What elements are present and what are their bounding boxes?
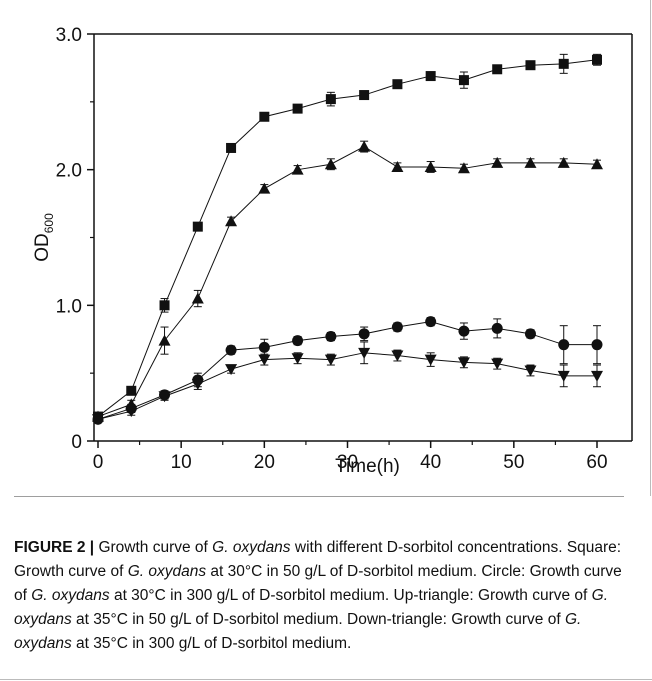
triangle-down-marker (591, 370, 603, 382)
triangle-down-marker (225, 364, 238, 376)
caption-text-run: at 35°C in 300 g/L of D-sorbitol medium. (71, 635, 352, 652)
circle-marker (524, 328, 536, 340)
y-tick-label: 3.0 (56, 25, 82, 46)
caption-species-name: G. oxydans (14, 611, 582, 652)
x-axis-label: Time(h) (335, 456, 400, 477)
square-marker (425, 71, 436, 82)
y-axis-label-main: OD (32, 233, 53, 262)
caption-divider (14, 496, 624, 497)
square-marker (159, 300, 170, 311)
x-tick-label: 40 (420, 452, 441, 473)
triangle-up-marker (191, 292, 204, 304)
caption-species-name: G. oxydans (212, 539, 291, 556)
square-marker (458, 75, 469, 86)
triangle-up-marker (457, 162, 470, 174)
triangle-up-marker (557, 156, 570, 168)
series-line-triangle-down (97, 352, 597, 420)
square-marker (558, 58, 569, 69)
circle-marker (225, 344, 237, 356)
triangle-up-marker (424, 160, 437, 172)
frame-right-rule (650, 0, 651, 496)
triangle-down-marker (191, 379, 204, 391)
y-tick-label: 0 (71, 432, 82, 453)
circle-marker (558, 339, 570, 351)
triangle-down-marker (324, 354, 337, 366)
circle-marker (491, 322, 503, 334)
y-tick-label: 1.0 (56, 296, 82, 317)
caption-label: FIGURE 2 | (14, 539, 95, 556)
square-marker (359, 90, 370, 101)
circle-marker (391, 321, 403, 333)
circle-marker (292, 335, 304, 347)
circle-marker (425, 316, 437, 328)
caption-text-run: at 35°C in 50 g/L of D-sorbitol medium. … (71, 611, 565, 628)
circle-marker (591, 339, 603, 351)
triangle-up-marker (291, 163, 304, 175)
square-marker (126, 385, 137, 396)
x-tick-label: 60 (586, 452, 607, 473)
triangle-up-marker (591, 158, 603, 170)
triangle-down-marker (92, 414, 104, 426)
triangle-down-marker (291, 353, 304, 365)
triangle-down-marker (125, 406, 138, 418)
x-tick-label: 20 (254, 452, 275, 473)
square-marker (226, 142, 237, 153)
square-marker (525, 60, 536, 71)
triangle-up-marker (358, 140, 371, 152)
triangle-up-marker (524, 156, 537, 168)
triangle-down-marker (391, 350, 404, 362)
caption-species-name: G. oxydans (127, 563, 207, 580)
caption-text: Growth curve of G. oxydans with differen… (14, 539, 622, 652)
square-marker (292, 103, 303, 114)
frame-bottom-rule (0, 679, 652, 680)
triangle-up-marker (225, 215, 238, 227)
triangle-up-marker (491, 156, 504, 168)
triangle-up-marker (258, 182, 271, 194)
figure-caption: FIGURE 2 | Growth curve of G. oxydans wi… (14, 536, 626, 656)
caption-text-run: with different D-sorbitol concentrations… (14, 539, 622, 580)
x-tick-label: 0 (93, 452, 104, 473)
y-tick-label: 2.0 (56, 161, 82, 182)
circle-marker (358, 328, 370, 340)
circle-marker (325, 331, 337, 343)
caption-text-run: at 30°C in 300 g/L of D-sorbitol medium.… (109, 587, 592, 604)
triangle-down-marker (358, 347, 371, 359)
square-marker (492, 64, 503, 75)
triangle-down-marker (258, 354, 271, 366)
triangle-up-marker (324, 158, 337, 170)
series-line-square (97, 59, 598, 417)
triangle-down-marker (424, 354, 437, 366)
caption-text-run: at 30°C in 50 g/L of D-sorbitol medium. … (14, 563, 622, 604)
series-line-triangle-up (97, 146, 598, 418)
triangle-down-marker (457, 357, 470, 369)
circle-marker (458, 325, 470, 337)
square-marker (192, 221, 203, 232)
y-axis-label: OD600 (32, 213, 56, 262)
caption-species-name: G. oxydans (14, 587, 609, 628)
circle-marker (258, 341, 270, 353)
triangle-down-marker (524, 365, 537, 377)
series-line-circle (97, 321, 597, 420)
triangle-down-marker (491, 358, 504, 370)
caption-species-name: G. oxydans (31, 587, 110, 604)
x-tick-label: 30 (337, 452, 358, 473)
triangle-down-marker (557, 370, 570, 382)
triangle-up-marker (158, 334, 171, 346)
square-marker (325, 94, 336, 105)
x-tick-label: 10 (171, 452, 192, 473)
square-marker (259, 111, 270, 122)
square-marker (392, 79, 403, 90)
caption-text-run: Growth curve of (94, 539, 213, 556)
x-tick-label: 50 (503, 452, 524, 473)
square-marker (592, 54, 602, 65)
triangle-up-marker (391, 160, 404, 172)
y-axis-label-subscript: 600 (42, 213, 56, 233)
triangle-down-marker (158, 391, 171, 403)
